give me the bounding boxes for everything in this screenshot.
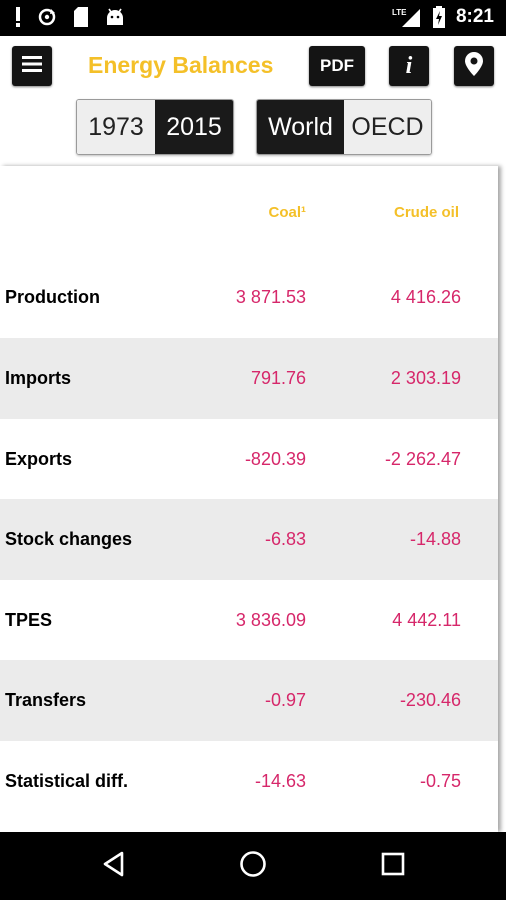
crude-oil-value: -14.88: [409, 529, 461, 549]
table-row: Statistical diff. -14.63 -0.75: [0, 741, 498, 822]
row-label: Stock changes: [5, 529, 133, 549]
region-option-world[interactable]: World: [257, 100, 344, 154]
row-label: Production: [5, 287, 100, 307]
row-label: Exports: [5, 449, 73, 469]
menu-icon: [22, 55, 42, 78]
home-icon: [239, 850, 267, 883]
row-label: Transfers: [5, 690, 87, 710]
back-button[interactable]: [97, 849, 131, 883]
table-row: Stock changes -6.83 -14.88: [0, 499, 498, 580]
crude-oil-value: -0.75: [419, 771, 461, 791]
status-right-icons: LTE 8:21: [392, 6, 494, 28]
info-button[interactable]: i: [389, 46, 429, 86]
table-row: Production 3 871.53 4 416.26: [0, 257, 498, 338]
table-row: Exports -820.39 -2 262.47: [0, 419, 498, 500]
location-pin-icon: [465, 51, 483, 81]
row-label: Statistical diff.: [5, 771, 129, 791]
coal-value: 3 871.53: [235, 287, 306, 307]
table-row: Transfers -0.97 -230.46: [0, 660, 498, 741]
pdf-button[interactable]: PDF: [309, 46, 365, 86]
table-row: Imports 791.76 2 303.19: [0, 338, 498, 419]
region-option-oecd[interactable]: OECD: [344, 100, 431, 154]
menu-button[interactable]: [12, 46, 52, 86]
crude-oil-value: -230.46: [399, 690, 461, 710]
status-bar: LTE 8:21: [0, 0, 506, 36]
back-icon: [102, 851, 126, 882]
location-button[interactable]: [454, 46, 494, 86]
home-button[interactable]: [236, 849, 270, 883]
coal-value: -6.83: [264, 529, 306, 549]
android-icon: [104, 6, 126, 28]
signal-icon: LTE: [392, 6, 422, 28]
crude-oil-value: 4 416.26: [390, 287, 461, 307]
coal-value: -820.39: [244, 449, 306, 469]
year-toggle: 1973 2015: [76, 99, 234, 155]
battery-charging-icon: [432, 6, 446, 28]
energy-balance-table[interactable]: Coal¹ Crude oil Production 3 871.53 4 41…: [0, 166, 498, 832]
column-header-crude-oil: Crude oil: [393, 204, 459, 221]
network-type-label: LTE: [392, 8, 407, 17]
coal-value: 791.76: [250, 368, 306, 388]
column-header-coal: Coal¹: [268, 204, 307, 221]
system-nav-bar: [0, 832, 506, 900]
row-label: TPES: [5, 610, 53, 630]
status-left-icons: [14, 6, 126, 28]
clock-time: 8:21: [455, 6, 494, 27]
sd-card-icon: [72, 6, 90, 28]
sync-icon: [36, 6, 58, 28]
crude-oil-value: 2 303.19: [390, 368, 461, 388]
alert-icon: [14, 6, 22, 28]
coal-value: 3 836.09: [235, 610, 306, 630]
table-row: TPES 3 836.09 4 442.11: [0, 580, 498, 661]
coal-value: -0.97: [264, 690, 306, 710]
row-label: Imports: [5, 368, 72, 388]
app-title: Energy Balances: [88, 52, 274, 78]
recents-button[interactable]: [376, 849, 410, 883]
recents-icon: [381, 852, 405, 881]
crude-oil-value: 4 442.11: [392, 610, 461, 630]
region-toggle: World OECD: [256, 99, 432, 155]
app-header: Energy Balances PDF i 1973 2015 World OE…: [0, 36, 506, 166]
year-option-1973[interactable]: 1973: [77, 100, 155, 154]
coal-value: -14.63: [254, 771, 306, 791]
year-option-2015[interactable]: 2015: [155, 100, 233, 154]
crude-oil-value: -2 262.47: [384, 449, 461, 469]
